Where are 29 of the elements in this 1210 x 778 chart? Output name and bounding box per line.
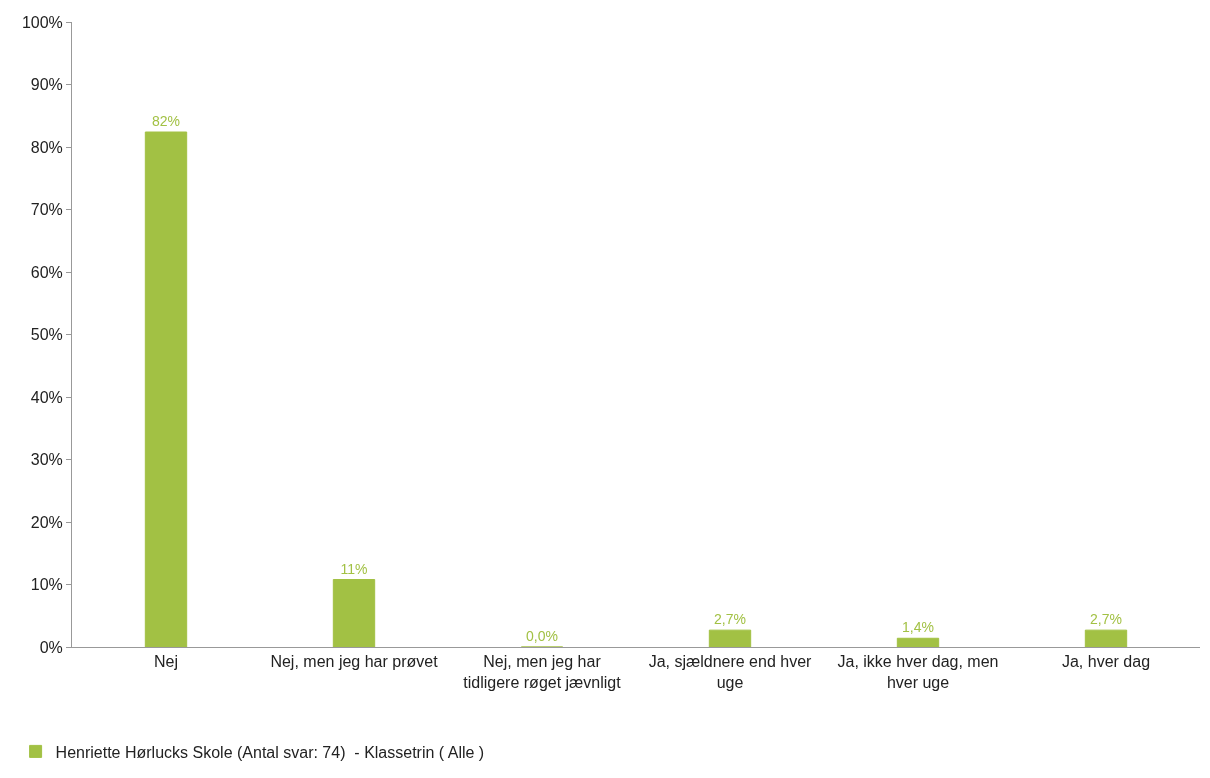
bar <box>332 579 376 647</box>
data-label: 2,7% <box>714 611 746 628</box>
y-tick-label: 90% <box>30 76 63 94</box>
x-tick-label: Ja, ikke hver dag, men hver uge <box>837 653 999 691</box>
y-tick-label: 40% <box>30 388 63 406</box>
x-tick-label: Nej, men jeg har tidligere røget jævnligt <box>463 653 622 691</box>
y-tick-label: 100% <box>21 13 63 31</box>
data-label: 1,4% <box>902 619 934 636</box>
x-tick-label: Ja, sjældnere end hver uge <box>648 653 813 691</box>
bar <box>896 637 940 647</box>
y-tick-label: 60% <box>30 263 63 281</box>
data-label: 0,0% <box>526 628 558 644</box>
y-tick-label: 50% <box>30 326 63 344</box>
y-tick-label: 20% <box>30 513 63 531</box>
bar <box>144 131 188 647</box>
data-label: 82% <box>151 113 181 129</box>
y-tick-label: 10% <box>30 576 63 594</box>
y-tick-label: 80% <box>30 138 63 156</box>
y-tick-label: 70% <box>30 201 63 219</box>
data-label: 11% <box>340 560 368 577</box>
y-tick-label: 0% <box>39 638 63 656</box>
bar <box>1084 629 1128 647</box>
legend-label: Henriette Hørlucks Skole (Antal svar: 74) - Klassetrin ( Alle ) <box>55 743 485 761</box>
bar <box>708 629 752 647</box>
x-tick-label: Ja, hver dag <box>1061 653 1151 671</box>
x-tick-label: Nej, men jeg har prøvet <box>270 653 439 671</box>
data-label: 2,7% <box>1090 611 1122 628</box>
y-tick-label: 30% <box>30 451 63 469</box>
x-tick-label: Nej <box>153 653 179 671</box>
